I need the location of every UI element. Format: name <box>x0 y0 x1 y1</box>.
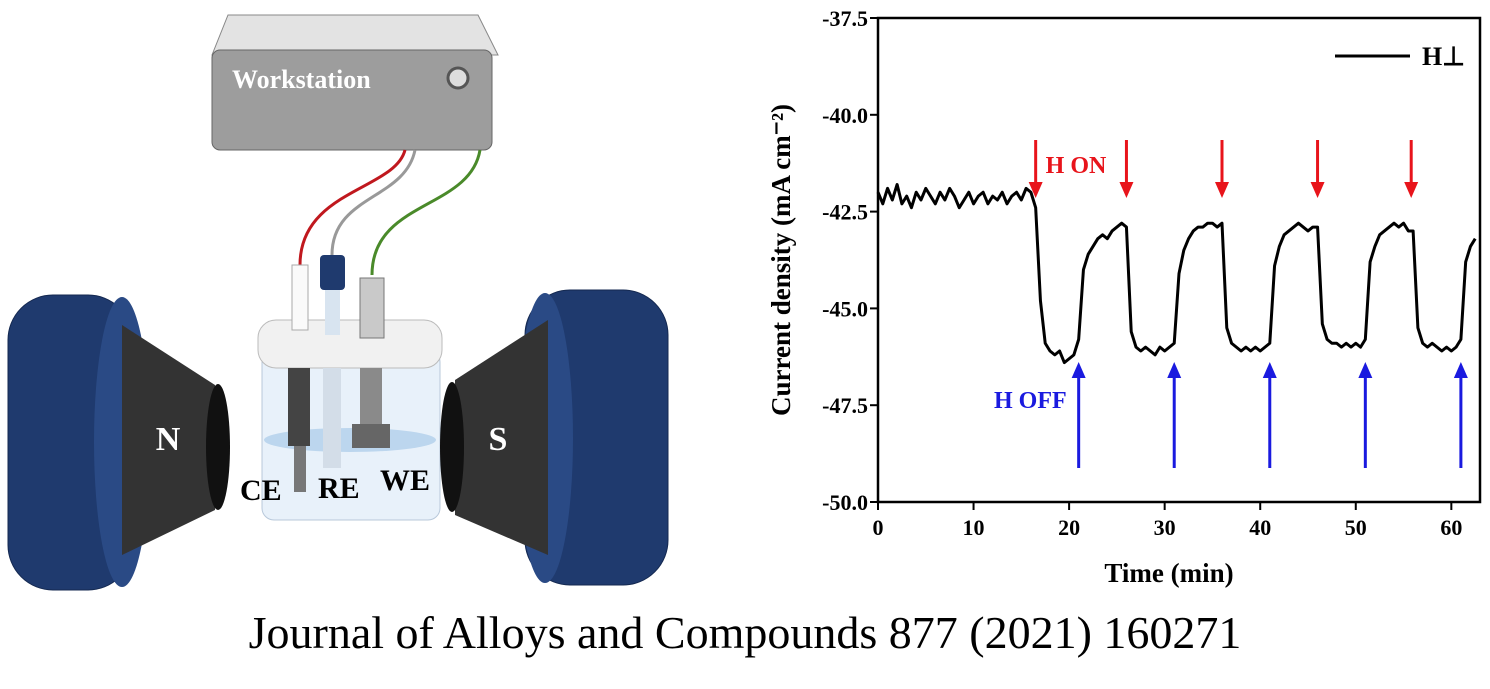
apparatus-diagram: Workstation CE RE WE N S <box>7 14 669 591</box>
event-arrowhead <box>1404 182 1419 198</box>
event-arrowhead <box>1167 362 1182 378</box>
electrode-label: WE <box>380 464 430 497</box>
re-body <box>325 290 340 335</box>
x-tick-label: 40 <box>1249 515 1271 540</box>
wire <box>330 149 417 256</box>
caption: Journal of Alloys and Compounds 877 (202… <box>249 607 1242 658</box>
re-electrode <box>323 368 341 468</box>
we-electrode <box>360 368 382 428</box>
y-tick-label: -47.5 <box>822 393 868 418</box>
pole-tip <box>440 382 464 512</box>
workstation-box <box>211 49 493 151</box>
x-tick-label: 10 <box>963 515 985 540</box>
x-tick-label: 50 <box>1345 515 1367 540</box>
wire <box>298 149 407 266</box>
pole-right <box>455 320 548 555</box>
event-arrowhead <box>1358 362 1373 378</box>
annotation-label: H ON <box>1046 153 1107 179</box>
ce-holder <box>291 264 309 331</box>
x-tick-label: 60 <box>1440 515 1462 540</box>
y-tick-label: -45.0 <box>822 296 868 321</box>
pole-label: S <box>489 421 508 458</box>
y-tick-label: -37.5 <box>822 6 868 31</box>
workstation-knob <box>446 66 470 90</box>
wire <box>370 149 482 276</box>
annotation-label: H OFF <box>994 388 1067 414</box>
event-arrowhead <box>1310 182 1325 198</box>
event-arrowhead <box>1262 362 1277 378</box>
we-sample <box>352 424 390 448</box>
pole-label: N <box>156 421 181 458</box>
workstation-label: Workstation <box>232 65 371 94</box>
re-cap <box>320 255 345 290</box>
x-tick-label: 0 <box>873 515 884 540</box>
pole-left <box>122 325 215 555</box>
workstation-top <box>211 14 499 56</box>
event-arrowhead <box>1453 362 1468 378</box>
x-tick-label: 20 <box>1058 515 1080 540</box>
y-axis-label: Current density (mA cm⁻²) <box>766 104 796 416</box>
ce-electrode <box>288 368 310 446</box>
plot-frame <box>876 16 1482 504</box>
we-holder <box>359 277 385 339</box>
event-arrowhead <box>1215 182 1229 198</box>
y-tick-label: -50.0 <box>822 490 868 515</box>
electrode-label: RE <box>318 472 360 505</box>
x-axis-label: Time (min) <box>1104 558 1233 588</box>
event-arrowhead <box>1119 182 1134 198</box>
lid <box>257 319 443 369</box>
legend-label: H⊥ <box>1422 42 1465 71</box>
x-tick-label: 30 <box>1154 515 1176 540</box>
electrode-label: CE <box>240 474 282 507</box>
y-tick-label: -42.5 <box>822 200 868 225</box>
pole-tip <box>206 384 230 510</box>
ce-tip <box>294 446 306 492</box>
chart: -50.0 -47.5 -45.0 -42.5 -40.0 -37.5 0 10 20 30 40 5… <box>766 6 1482 588</box>
y-tick-label: -40.0 <box>822 103 868 128</box>
data-line <box>876 183 1477 365</box>
event-arrowhead <box>1071 362 1086 378</box>
event-arrowhead <box>1028 182 1043 198</box>
